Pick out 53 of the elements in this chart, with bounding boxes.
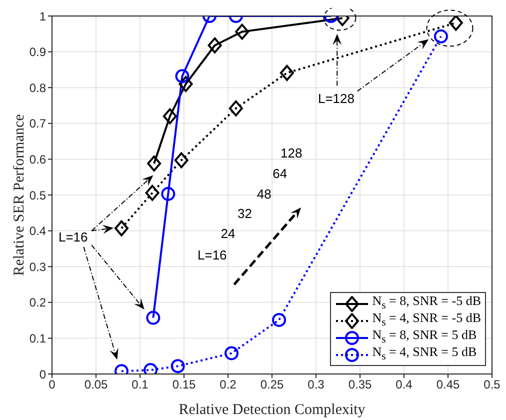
point xyxy=(145,184,160,201)
y-axis-title: Relative SER Performance xyxy=(11,114,28,276)
point xyxy=(228,100,243,116)
x-tick-label: 0.15 xyxy=(172,378,196,392)
x-tick-label: 0.05 xyxy=(84,378,108,392)
legend-label: N$_{s}$ = 8, SNR = 5 dB xyxy=(372,327,477,346)
x-tick-label: 0.35 xyxy=(348,378,372,392)
y-tick-label: 0.9 xyxy=(29,45,46,60)
annotation: 32 xyxy=(237,206,252,222)
point xyxy=(434,29,448,44)
x-tick-label: 0.25 xyxy=(260,378,284,392)
y-tick-label: 0.3 xyxy=(29,260,46,274)
point xyxy=(178,76,193,92)
x-tick-label: 0.1 xyxy=(132,378,149,392)
annotation: L=128 xyxy=(318,91,354,106)
x-tick-label: 0.4 xyxy=(396,378,413,392)
point xyxy=(146,310,160,325)
point xyxy=(170,359,185,374)
point xyxy=(272,312,286,327)
x-axis-title: Relative Detection Complexity xyxy=(178,402,366,418)
point xyxy=(161,186,176,201)
legend-label: N$_{s}$ = 8, SNR = -5 dB xyxy=(372,293,481,312)
y-tick-label: 0 xyxy=(39,367,46,382)
point xyxy=(235,24,250,40)
annotation: L=16 xyxy=(198,247,227,262)
point xyxy=(174,152,188,168)
y-tick-label: 0.5 xyxy=(29,188,46,202)
point xyxy=(175,69,190,84)
y-tick-label: 0.2 xyxy=(29,296,46,310)
annotation: 64 xyxy=(272,166,288,182)
point xyxy=(162,108,177,124)
y-tick-label: 0.6 xyxy=(29,152,46,166)
point xyxy=(224,346,239,360)
x-tick-label: 0.45 xyxy=(436,378,460,392)
y-tick-label: 0.1 xyxy=(29,331,46,346)
annotation: 128 xyxy=(280,145,302,160)
legend-label: N$_{s}$ = 4, SNR = -5 dB xyxy=(372,310,481,329)
x-tick-label: 0.3 xyxy=(308,378,325,392)
y-tick-label: 0.8 xyxy=(29,80,46,95)
annotation: 48 xyxy=(256,186,272,202)
x-tick-label: 0 xyxy=(48,378,56,392)
x-tick-label: 0.2 xyxy=(220,378,237,392)
annotation: 24 xyxy=(220,226,236,241)
y-tick-label: 0.4 xyxy=(29,224,46,238)
point xyxy=(114,220,129,236)
y-tick-label: 0.7 xyxy=(29,116,46,131)
point xyxy=(147,155,162,172)
point xyxy=(280,64,294,81)
annotation: L=16 xyxy=(58,229,88,244)
point xyxy=(208,37,222,54)
x-tick-label: 0.5 xyxy=(484,378,501,392)
y-tick-label: 1 xyxy=(39,9,46,24)
legend-label: N$_{s}$ = 4, SNR = 5 dB xyxy=(372,344,477,365)
